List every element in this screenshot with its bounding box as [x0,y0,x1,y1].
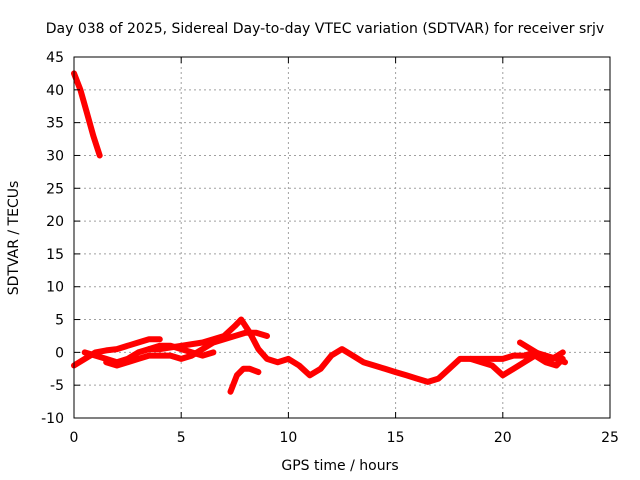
series-arc-5 [146,342,217,359]
y-tick-label: 0 [55,345,64,361]
y-tick-label: 45 [46,50,64,66]
y-axis-title: SDTVAR / TECUs [6,181,22,296]
y-tick-label: 5 [55,313,64,329]
y-tick-label: 10 [46,280,64,296]
data-series [71,70,568,395]
y-tick-label: 40 [46,83,64,99]
series-arc-8 [517,339,566,362]
x-tick-label: 25 [601,430,619,446]
x-tick-label: 0 [70,430,79,446]
series-arc-7 [467,352,566,379]
x-tick-label: 15 [387,430,405,446]
series-arc-6 [227,365,262,395]
series-arc-1 [71,70,103,159]
y-tick-label: 30 [46,148,64,164]
tick-marks [73,56,611,419]
series-arc-4 [103,329,270,369]
grid-lines [74,57,610,418]
x-tick-label: 5 [177,430,186,446]
plot-frame [73,56,611,419]
y-tick-label: 15 [46,247,64,263]
series-arc-2 [71,336,163,369]
y-tick-label: 35 [46,116,64,132]
chart-title: Day 038 of 2025, Sidereal Day-to-day VTE… [46,21,604,37]
y-tick-labels: -10 -5 0 5 10 15 20 25 30 35 40 45 [41,50,64,427]
x-tick-labels: 0 5 10 15 20 25 [70,430,619,446]
y-tick-label: -5 [50,378,64,394]
x-tick-label: 10 [279,430,297,446]
x-tick-label: 20 [494,430,512,446]
y-tick-label: -10 [41,411,64,427]
y-tick-label: 25 [46,181,64,197]
y-tick-label: 20 [46,214,64,230]
x-axis-title: GPS time / hours [281,458,398,474]
